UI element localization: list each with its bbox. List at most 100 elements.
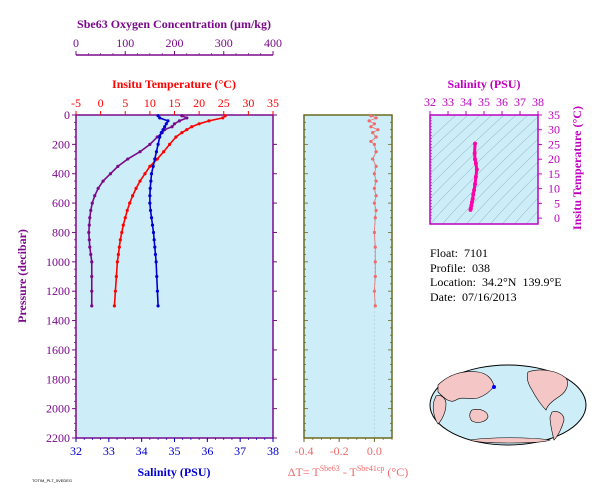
ts-density-contours: [430, 115, 538, 224]
oxygen-point: [170, 125, 174, 129]
ts-point: [469, 203, 474, 208]
temperature-point: [128, 201, 132, 205]
oxygen-point: [108, 172, 113, 176]
ts-point: [473, 182, 477, 187]
footnote: TOTIM_PLT_5VEDEG: [32, 478, 73, 483]
ts-salinity-axis-title: Salinity (PSU): [447, 77, 520, 91]
temperature-point: [120, 230, 124, 235]
pressure-tick-label: 0: [64, 108, 70, 122]
salinity-point: [155, 274, 159, 279]
salinity-point: [158, 116, 162, 120]
delta-t-axis-title: ΔT= TSbe63 - TSbe41cp (°C): [288, 464, 408, 479]
temperature-point: [117, 245, 121, 249]
oxygen-point: [172, 122, 177, 126]
temperature-point: [155, 157, 159, 161]
ts-point: [473, 174, 478, 179]
salinity-axis-title: Salinity (PSU): [137, 465, 210, 479]
float-location-marker: [492, 385, 496, 389]
oxygen-axis-title: Sbe63 Oxygen Concentration (µm/kg): [77, 17, 271, 31]
delta-t-point: [372, 289, 376, 293]
ts-density-contour: [442, 127, 538, 224]
temperature-tick-label: 5: [122, 96, 128, 110]
map-land-asia: [437, 371, 495, 402]
oxygen-point: [87, 238, 91, 242]
salinity-tick-label: 32: [70, 444, 82, 458]
ts-density-contour: [514, 197, 538, 224]
temperature-tick-label: 10: [144, 96, 156, 110]
profile-panel: 0200400600800100012001400160018002000220…: [15, 17, 282, 479]
oxygen-point: [185, 116, 189, 120]
oxygen-point: [180, 114, 184, 118]
float-id: Float: 7101: [430, 246, 489, 260]
salinity-point: [156, 304, 160, 308]
temperature-point: [125, 208, 129, 213]
map-land-antarctica: [468, 437, 552, 444]
salinity-point: [158, 135, 162, 139]
salinity-point: [148, 194, 152, 198]
ts-salinity-tick-label: 34: [460, 95, 472, 109]
delta-t-point: [369, 114, 373, 118]
ts-salinity-tick-label: 35: [478, 95, 490, 109]
oxygen-point: [138, 150, 142, 154]
delta-t-tick-label: -0.2: [330, 444, 349, 458]
oxygen-point: [88, 245, 92, 249]
ts-salinity-tick-label: 36: [496, 95, 508, 109]
salinity-point: [152, 238, 156, 242]
temperature-point: [138, 179, 142, 183]
salinity-point: [151, 164, 155, 168]
temperature-tick-label: 30: [242, 96, 254, 110]
temperature-point: [143, 172, 147, 176]
ts-salinity-tick-label: 32: [424, 95, 436, 109]
ts-density-contour: [430, 115, 469, 151]
salinity-point: [153, 157, 157, 161]
delta-t-point: [369, 139, 373, 144]
temperature-point: [197, 122, 201, 126]
ts-density-contour: [466, 150, 538, 224]
pressure-tick-label: 1600: [46, 343, 70, 357]
map-land-south-america: [549, 411, 565, 441]
ts-temperature-tick-label: 0: [554, 211, 560, 225]
ts-point: [473, 141, 477, 146]
map-land-africa: [432, 395, 447, 425]
ts-density-contour: [430, 115, 493, 175]
salinity-point: [156, 142, 160, 146]
delta-t-axis-sup2: Sbe41cp: [357, 464, 385, 473]
delta-t-point: [373, 260, 377, 264]
salinity-tick-label: 36: [201, 444, 213, 458]
salinity-point: [149, 216, 154, 220]
pressure-tick-label: 200: [52, 137, 70, 151]
delta-t-axis-sup1: Sbe63: [320, 464, 340, 473]
oxygen-point: [126, 157, 130, 161]
delta-t-series-group: [367, 114, 380, 308]
oxygen-profile-line: [88, 115, 189, 306]
oxygen-point: [177, 119, 182, 123]
location-map: [429, 364, 587, 446]
delta-t-point: [367, 119, 371, 123]
delta-t-point: [374, 208, 378, 213]
delta-t-point: [374, 194, 378, 198]
oxygen-point: [148, 142, 152, 146]
map-landmasses: [432, 369, 568, 444]
salinity-point: [148, 208, 153, 213]
temperature-point: [167, 142, 172, 146]
salinity-tick-label: 34: [136, 444, 148, 458]
temperature-tick-label: -5: [71, 96, 81, 110]
salinity-point: [150, 223, 155, 227]
ts-salinity-tick-label: 37: [514, 95, 526, 109]
ts-density-contour: [478, 161, 538, 224]
salinity-tick-label: 38: [267, 444, 279, 458]
pressure-tick-label: 400: [52, 167, 70, 181]
salinity-point: [153, 245, 157, 249]
temperature-point: [174, 135, 178, 139]
temperature-point: [131, 194, 135, 198]
salinity-point: [163, 125, 167, 129]
delta-t-point: [373, 245, 377, 249]
ts-salinity-tick-label: 38: [532, 95, 544, 109]
salinity-point: [161, 128, 165, 132]
ts-temperature-tick-label: 10: [548, 182, 560, 196]
pressure-tick-label: 800: [52, 225, 70, 239]
temperature-point: [118, 238, 122, 242]
delta-t-point: [372, 142, 376, 146]
delta-t-point: [373, 304, 377, 308]
temperature-point: [190, 125, 194, 129]
